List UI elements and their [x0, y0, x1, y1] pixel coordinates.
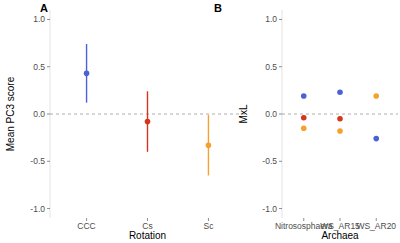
point	[373, 93, 379, 99]
panel: -1.0-0.50.00.51.0CCCCsScRotationMean PC3…	[5, 2, 245, 241]
panel-label: A	[40, 2, 48, 14]
y-tick	[47, 19, 50, 20]
y-tick-label: 0.0	[265, 109, 277, 119]
point	[337, 89, 343, 95]
x-tick-label: Sc	[203, 221, 214, 231]
point	[337, 128, 343, 134]
y-tick	[279, 208, 282, 209]
y-tick-label: -1.0	[30, 204, 45, 214]
x-tick-label: WS_AR20	[356, 221, 396, 231]
y-axis-title: MxL	[238, 104, 249, 123]
y-tick	[279, 161, 282, 162]
y-tick	[47, 208, 50, 209]
y-tick	[47, 114, 50, 115]
point	[301, 115, 307, 121]
point	[206, 142, 212, 148]
y-tick-label: -0.5	[30, 156, 45, 166]
figure: -1.0-0.50.00.51.0CCCCsScRotationMean PC3…	[0, 0, 400, 243]
y-tick-label: 0.5	[265, 62, 277, 72]
point	[145, 119, 151, 125]
y-tick-label: 0.0	[33, 109, 45, 119]
x-axis-title: Rotation	[129, 230, 166, 241]
point	[373, 136, 379, 142]
panel-label: B	[214, 2, 222, 14]
point	[84, 71, 90, 77]
y-tick	[279, 19, 282, 20]
marks	[301, 89, 379, 141]
zero-line	[282, 114, 398, 115]
point	[301, 125, 307, 131]
y-tick	[47, 66, 50, 67]
panel: -1.0-0.50.00.51.0NitrososphaeraWS_AR15WS…	[214, 2, 398, 241]
y-tick-label: -0.5	[262, 156, 277, 166]
point	[301, 93, 307, 99]
y-tick	[279, 114, 282, 115]
x-tick-label: CCC	[77, 221, 95, 231]
y-axis-title: Mean PC3 score	[5, 76, 16, 151]
y-tick-label: 0.5	[33, 62, 45, 72]
y-tick	[47, 161, 50, 162]
x-axis-title: Archaea	[321, 230, 359, 241]
y-tick	[279, 66, 282, 67]
y-tick-label: 1.0	[265, 14, 277, 24]
y-tick-label: 1.0	[33, 14, 45, 24]
marks	[84, 44, 211, 175]
point	[337, 116, 343, 122]
y-tick-label: -1.0	[262, 204, 277, 214]
